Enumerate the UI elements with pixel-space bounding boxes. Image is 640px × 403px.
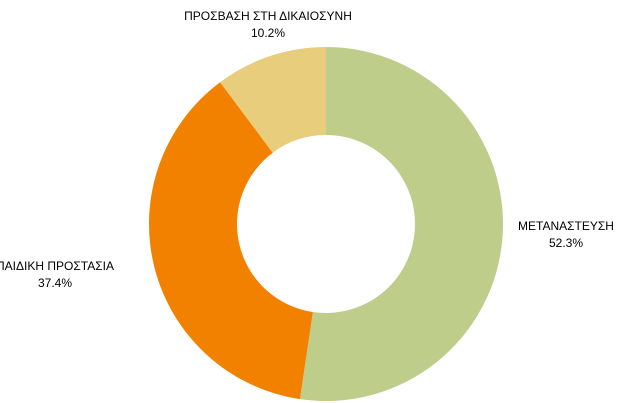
slice-percent-label: 52.3% xyxy=(549,236,583,250)
donut-slice-3 xyxy=(220,47,326,153)
slice-percent-label: 10.2% xyxy=(251,26,285,40)
slice-category-label: ΜΕΤΑΝΑΣΤΕΥΣΗ xyxy=(518,219,614,233)
labels-group: ΜΕΤΑΝΑΣΤΕΥΣΗ 52.3% ΠΑΙΔΙΚΗ ΠΡΟΣΤΑΣΙΑ 37.4% Π… xyxy=(0,9,614,290)
slice-category-label: ΠΡΟΣΒΑΣΗ ΣΤΗ ΔΙΚΑΙΟΣΥΝΗ xyxy=(184,9,352,23)
slice-category-label: ΠΑΙΔΙΚΗ ΠΡΟΣΤΑΣΙΑ xyxy=(0,259,114,273)
donut-slice-2 xyxy=(148,82,313,400)
donut-slice-1 xyxy=(299,47,503,401)
slice-percent-label: 37.4% xyxy=(38,276,72,290)
slices-group xyxy=(148,47,503,401)
